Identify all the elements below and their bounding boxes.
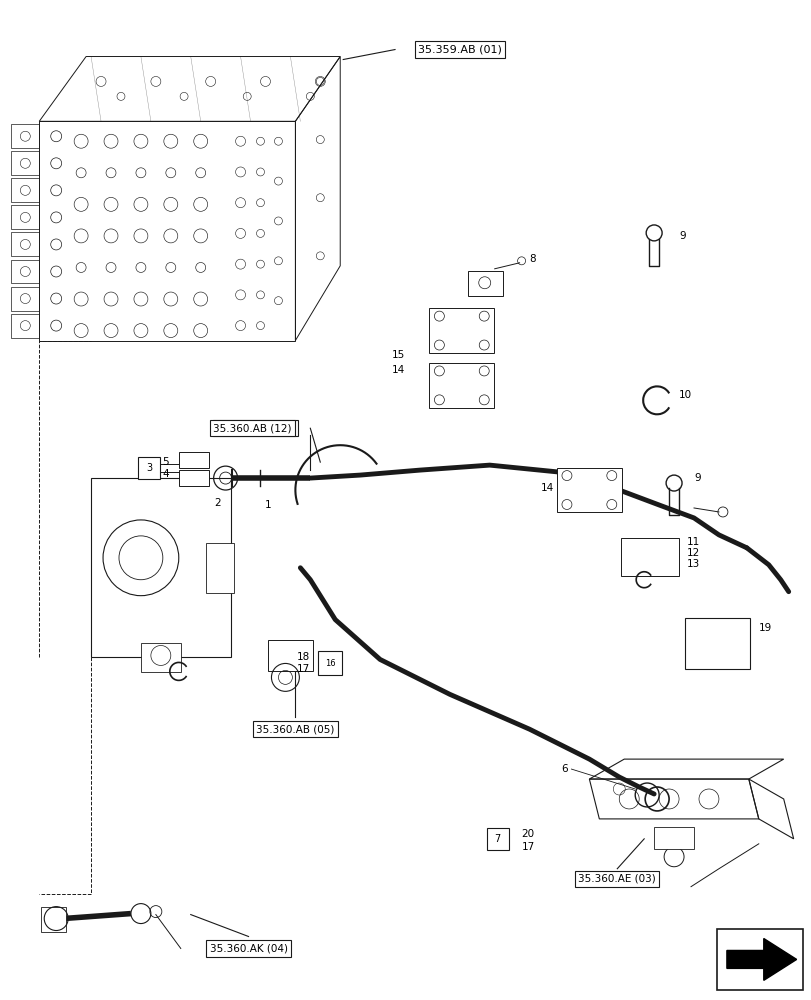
Text: 35.360.AB (12): 35.360.AB (12) xyxy=(213,423,291,433)
Text: 35.360.AE (03): 35.360.AE (03) xyxy=(577,874,655,884)
FancyBboxPatch shape xyxy=(91,478,230,657)
Text: 3: 3 xyxy=(146,463,152,473)
Text: 6: 6 xyxy=(560,764,567,774)
Text: 11: 11 xyxy=(686,537,699,547)
Text: 35.360.AB (12): 35.360.AB (12) xyxy=(216,423,294,433)
FancyBboxPatch shape xyxy=(654,827,693,849)
Text: 7: 7 xyxy=(494,834,500,844)
FancyBboxPatch shape xyxy=(467,271,502,296)
Polygon shape xyxy=(726,938,796,980)
FancyBboxPatch shape xyxy=(205,543,234,593)
FancyBboxPatch shape xyxy=(716,929,801,990)
Text: 1: 1 xyxy=(265,500,272,510)
FancyBboxPatch shape xyxy=(178,452,208,468)
Text: 14: 14 xyxy=(541,483,554,493)
FancyBboxPatch shape xyxy=(429,363,494,408)
Text: 19: 19 xyxy=(757,623,771,633)
Text: 5: 5 xyxy=(162,457,169,467)
FancyBboxPatch shape xyxy=(556,468,621,512)
Text: 17: 17 xyxy=(296,664,309,674)
Text: 9: 9 xyxy=(693,473,700,483)
Text: 13: 13 xyxy=(686,559,699,569)
Text: 12: 12 xyxy=(686,548,699,558)
FancyBboxPatch shape xyxy=(268,640,313,671)
Text: 2: 2 xyxy=(214,498,221,508)
FancyBboxPatch shape xyxy=(620,538,678,576)
Text: 17: 17 xyxy=(521,842,534,852)
Text: 35.360.AK (04): 35.360.AK (04) xyxy=(209,943,287,953)
FancyBboxPatch shape xyxy=(138,457,160,479)
Text: 35.359.AB (01): 35.359.AB (01) xyxy=(418,45,501,55)
Text: 9: 9 xyxy=(678,231,684,241)
Text: 35.360.AB (05): 35.360.AB (05) xyxy=(256,724,334,734)
Text: 16: 16 xyxy=(324,659,335,668)
FancyBboxPatch shape xyxy=(41,907,66,932)
Text: 20: 20 xyxy=(521,829,534,839)
Text: 14: 14 xyxy=(391,365,405,375)
FancyBboxPatch shape xyxy=(318,651,341,675)
FancyBboxPatch shape xyxy=(429,308,494,353)
Text: 18: 18 xyxy=(296,652,309,662)
Text: 4: 4 xyxy=(162,469,169,479)
FancyBboxPatch shape xyxy=(141,643,181,672)
Text: 15: 15 xyxy=(391,350,405,360)
Text: 10: 10 xyxy=(678,390,691,400)
Text: 8: 8 xyxy=(529,254,535,264)
FancyBboxPatch shape xyxy=(684,618,749,669)
FancyBboxPatch shape xyxy=(178,470,208,486)
FancyBboxPatch shape xyxy=(486,828,508,850)
